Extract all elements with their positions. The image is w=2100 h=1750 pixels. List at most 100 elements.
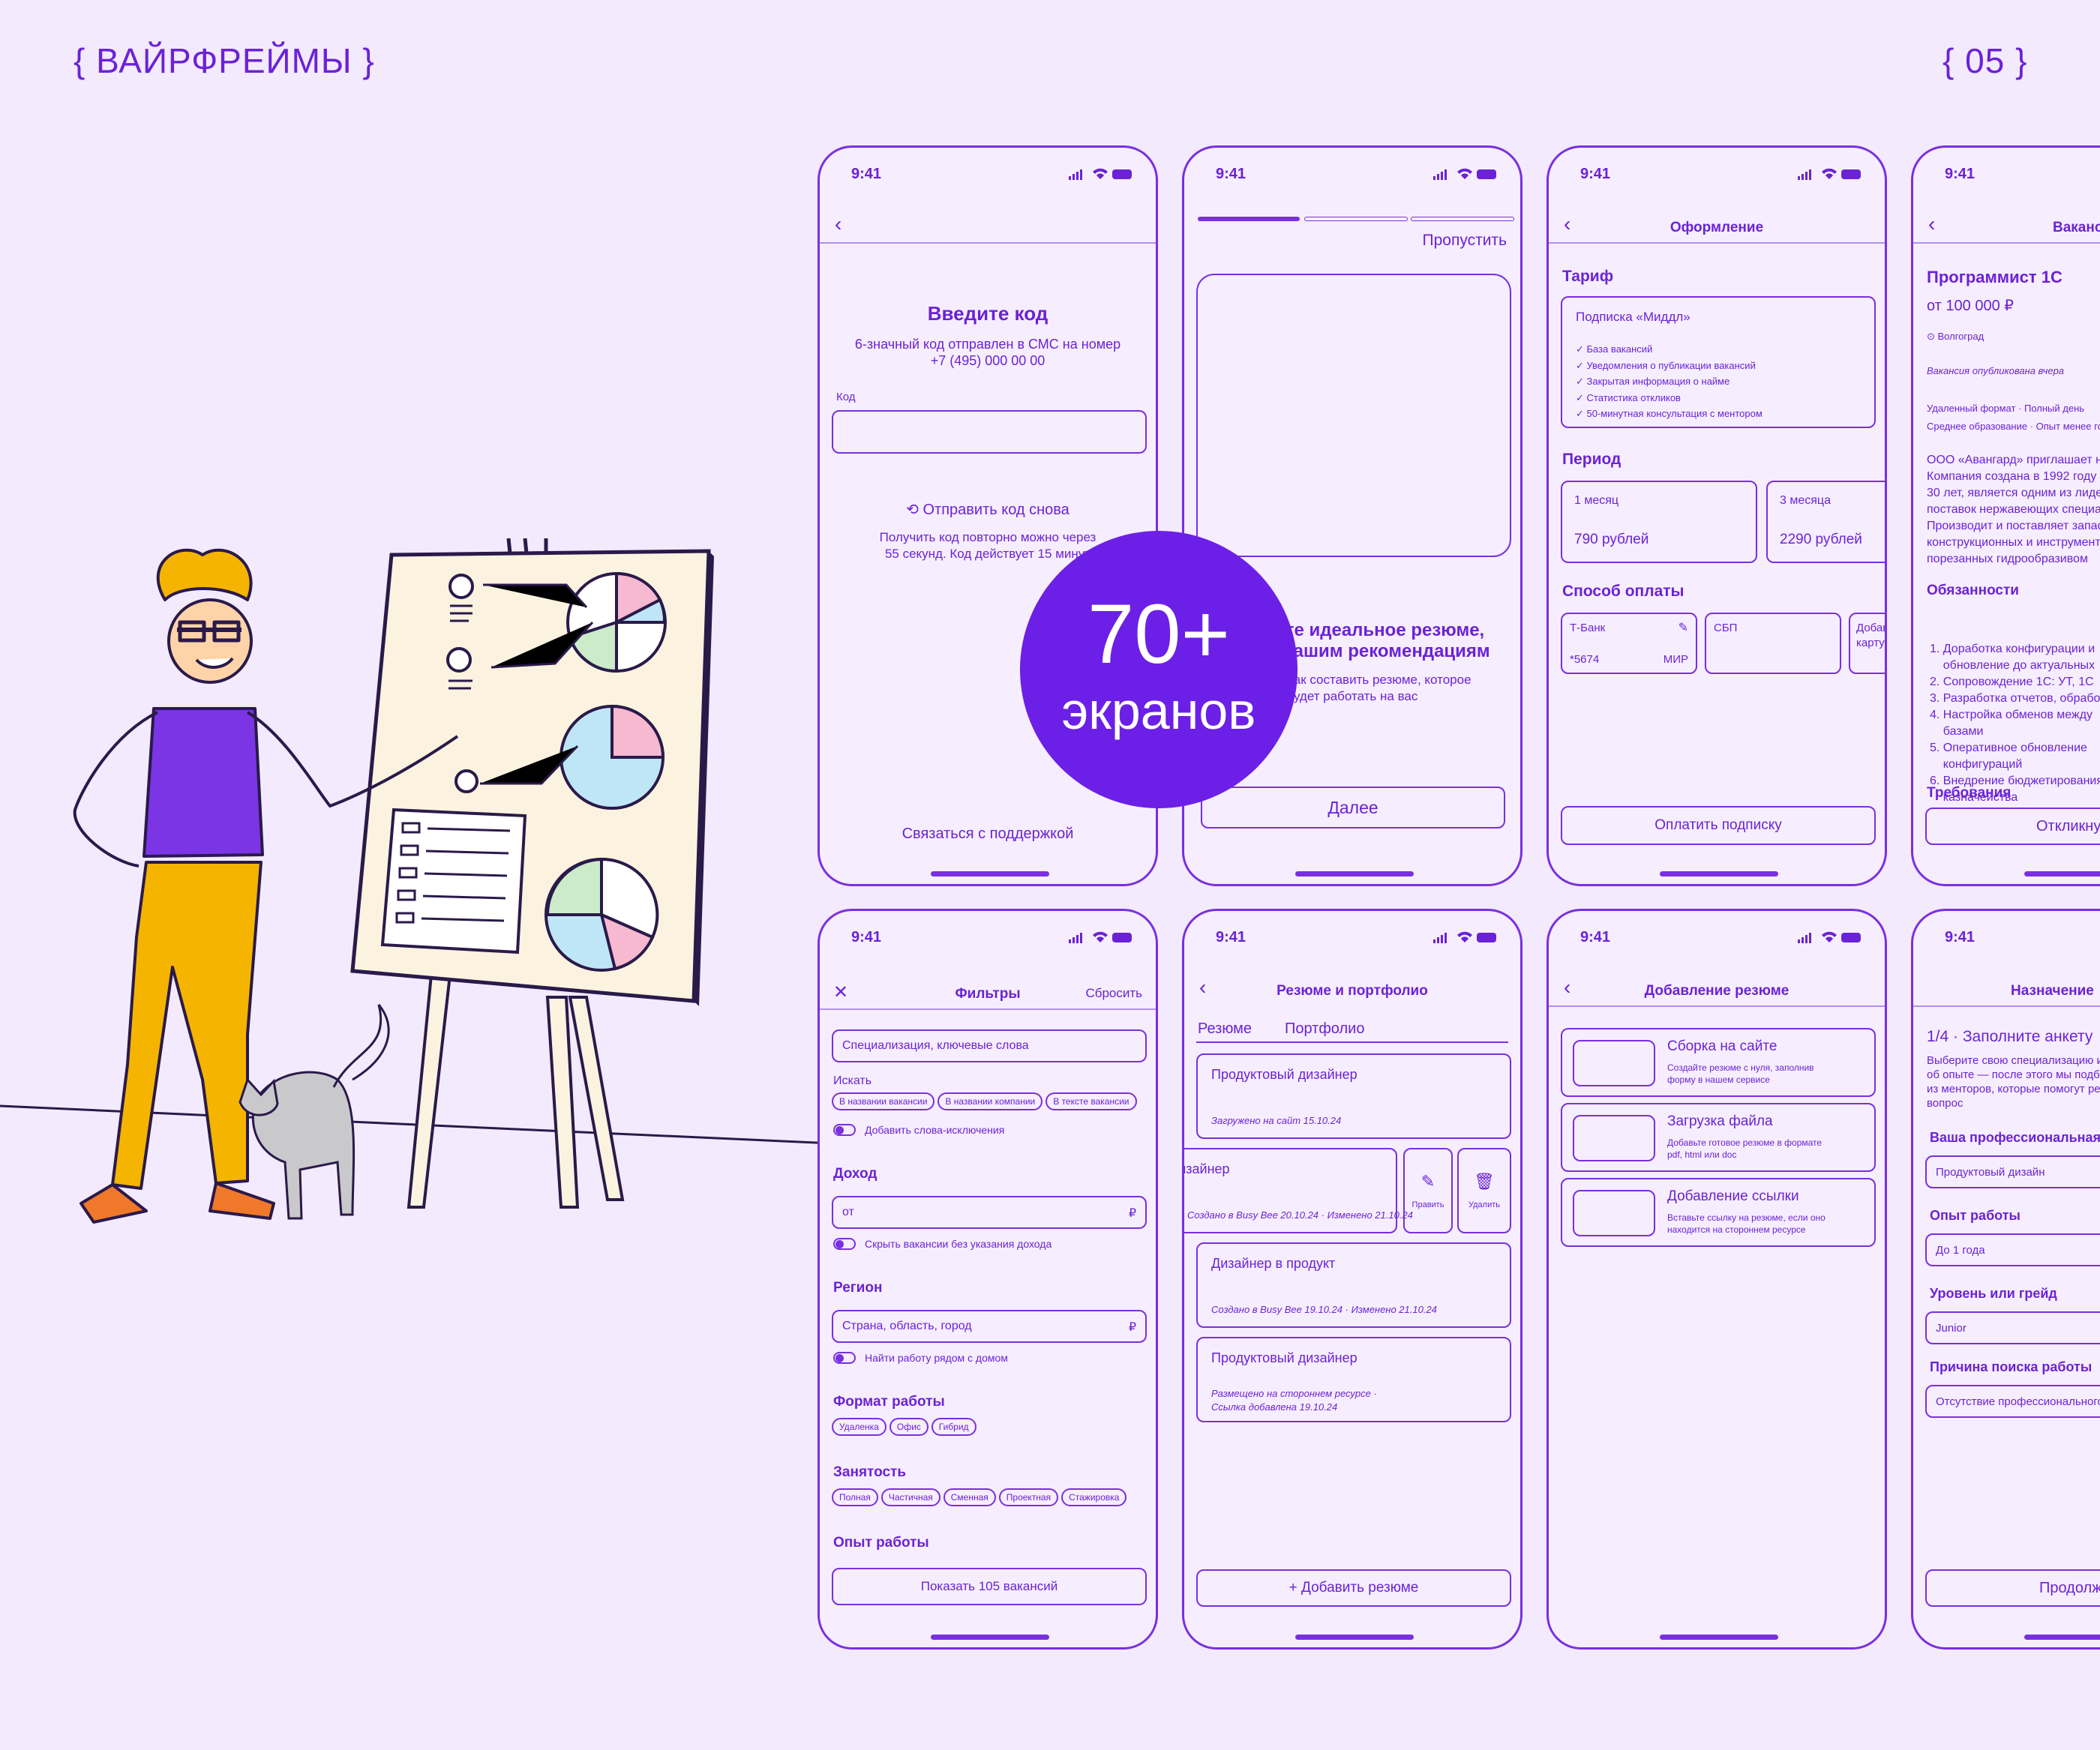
chip[interactable]: Стажировка bbox=[1061, 1488, 1127, 1506]
chip[interactable]: Проектная bbox=[998, 1488, 1059, 1506]
option-file-upload[interactable]: Загрузка файла Добавьте готовое резюме в… bbox=[1561, 1103, 1876, 1172]
chip[interactable]: Частичная bbox=[880, 1488, 940, 1506]
phone-vacancy: 9:41 ‹ Вакансия Программист 1С от 100 000… bbox=[1911, 145, 2100, 886]
exclude-toggle[interactable] bbox=[833, 1124, 856, 1136]
feature-item: ✓ 50-минутная консультация с ментором bbox=[1576, 408, 1762, 419]
show-results-button[interactable]: Показать 105 вакансий bbox=[832, 1568, 1147, 1605]
pay-button[interactable]: Оплатить подписку bbox=[1561, 806, 1876, 845]
screen-title: Оформление bbox=[1670, 220, 1764, 235]
back-icon[interactable]: ‹ bbox=[835, 212, 842, 235]
chip[interactable]: В тексте вакансии bbox=[1046, 1092, 1137, 1110]
history-icon: ⟲ bbox=[906, 502, 923, 518]
home-indicator bbox=[2024, 1635, 2100, 1640]
period-price: 2290 рублей bbox=[1780, 532, 1862, 547]
support-link[interactable]: Связаться с поддержкой bbox=[902, 826, 1074, 842]
phone-checkout: 9:41 ‹ Оформление Тариф Подписка «Миддл» … bbox=[1546, 145, 1887, 886]
apply-button[interactable]: Откликнуться bbox=[1925, 808, 2100, 845]
resume-name: Продуктовый дизайнер bbox=[1211, 1067, 1358, 1082]
resend-note-1: Получить код повторно можно через bbox=[879, 530, 1096, 544]
option-name: Сборка на сайте bbox=[1667, 1038, 1778, 1054]
chip[interactable]: В названии вакансии bbox=[832, 1092, 935, 1110]
chip[interactable]: Офис bbox=[889, 1418, 928, 1436]
region-input[interactable]: Страна, область, город ₽ bbox=[832, 1310, 1147, 1343]
resume-name: Продуктовый дизайнер bbox=[1211, 1350, 1358, 1365]
chip[interactable]: Полная bbox=[832, 1488, 878, 1506]
chip[interactable]: Сменная bbox=[943, 1488, 996, 1506]
pencil-icon[interactable]: ✎ bbox=[1678, 622, 1688, 634]
edit-button[interactable]: ✎ Править bbox=[1403, 1148, 1453, 1233]
hide-no-income-toggle[interactable] bbox=[833, 1238, 856, 1250]
resume-card[interactable]: Дизайнер в продукт Создано в Busy Bee 19… bbox=[1196, 1242, 1511, 1328]
resume-card-swiped[interactable]: Дизайнер Создано в Busy Bee 20.10.24 · И… bbox=[1184, 1148, 1413, 1233]
income-input[interactable]: от ₽ bbox=[832, 1196, 1147, 1229]
tab-portfolio[interactable]: Портфолио bbox=[1285, 1020, 1365, 1037]
card-sbp[interactable]: СБП bbox=[1705, 613, 1841, 674]
plan-features: ✓ База вакансий ✓ Уведомления о публикац… bbox=[1576, 341, 1762, 422]
card-tbank[interactable]: Т-Банк ✎ *5674 МИР bbox=[1561, 613, 1697, 674]
back-icon[interactable]: ‹ bbox=[1199, 975, 1207, 999]
back-icon[interactable]: ‹ bbox=[1564, 212, 1571, 235]
reset-link[interactable]: Сбросить bbox=[1085, 986, 1142, 1000]
phone-assignment: 9:41 Назначение 1/4 · Заполните анкету В… bbox=[1911, 909, 2100, 1650]
back-icon[interactable]: ‹ bbox=[1928, 212, 1936, 235]
exclude-label: Добавить слова-исключения bbox=[865, 1124, 1005, 1136]
prof-select[interactable]: Продуктовый дизайн bbox=[1925, 1155, 2100, 1188]
option-name: Загрузка файла bbox=[1667, 1113, 1773, 1129]
card-number: *5674 bbox=[1570, 653, 1600, 666]
location-icon: ⊙ bbox=[1927, 331, 1938, 342]
plan-card[interactable]: Подписка «Миддл» ✓ База вакансий ✓ Уведо… bbox=[1561, 296, 1876, 428]
back-icon[interactable]: ‹ bbox=[1564, 975, 1571, 999]
search-input[interactable]: Специализация, ключевые слова bbox=[832, 1029, 1147, 1062]
chip[interactable]: Удаленка bbox=[832, 1418, 886, 1436]
home-indicator bbox=[1660, 871, 1778, 876]
vacancy-name: Программист 1С bbox=[1927, 268, 2062, 286]
level-select[interactable]: Junior bbox=[1925, 1311, 2100, 1344]
option-desc: находится на стороннем ресурсе bbox=[1667, 1224, 1806, 1235]
continue-button[interactable]: Продолжить bbox=[1925, 1569, 2100, 1607]
vacancy-about: ООО «Авангард» приглашает на работу.Комп… bbox=[1927, 454, 2100, 565]
status-icons bbox=[1798, 168, 1861, 180]
resume-card[interactable]: Продуктовый дизайнер Размещено на сторон… bbox=[1196, 1337, 1511, 1422]
experience-select[interactable]: До 1 года bbox=[1925, 1233, 2100, 1266]
delete-button[interactable]: 🗑 Удалить bbox=[1457, 1148, 1511, 1233]
code-input[interactable] bbox=[832, 410, 1147, 454]
pencil-icon: ✎ bbox=[1420, 1172, 1436, 1191]
progress-step-3 bbox=[1411, 217, 1514, 221]
code-subtitle: 6-значный код отправлен в СМС на номер bbox=[854, 337, 1121, 352]
chip[interactable]: В названии компании bbox=[938, 1092, 1043, 1110]
add-card[interactable]: Добавить карту bbox=[1849, 613, 1885, 674]
employment-chips: Полная Частичная Сменная Проектная Стажировк… bbox=[832, 1488, 1130, 1506]
resume-meta: Размещено на стороннем ресурсе · bbox=[1211, 1388, 1377, 1399]
ruble-icon: ₽ bbox=[1128, 1207, 1136, 1220]
add-resume-button[interactable]: + Добавить резюме bbox=[1196, 1569, 1511, 1607]
screen-title: Вакансия bbox=[2053, 220, 2100, 235]
screen-title: Назначение bbox=[2011, 983, 2094, 999]
option-site-builder[interactable]: Сборка на сайте Создайте резюме с нуля, … bbox=[1561, 1028, 1876, 1097]
vacancy-salary: от 100 000 ₽ bbox=[1927, 298, 2014, 314]
reason-select[interactable]: Отсутствие профессионального роста bbox=[1925, 1385, 2100, 1418]
chip[interactable]: Гибрид bbox=[931, 1418, 976, 1436]
option-link[interactable]: Добавление ссылки Вставьте ссылку на рез… bbox=[1561, 1178, 1876, 1247]
level-label: Уровень или грейд bbox=[1930, 1286, 2057, 1301]
period-option-1[interactable]: 1 месяц 790 рублей bbox=[1561, 481, 1757, 563]
next-button[interactable]: Далее bbox=[1201, 787, 1505, 829]
resume-card[interactable]: Продуктовый дизайнер Загружено на сайт 1… bbox=[1196, 1053, 1511, 1139]
skip-link[interactable]: Пропустить bbox=[1422, 232, 1508, 249]
close-icon[interactable]: ✕ bbox=[833, 982, 849, 1002]
onboarding-image-placeholder bbox=[1196, 274, 1511, 557]
format-heading: Формат работы bbox=[833, 1394, 945, 1410]
tariff-heading: Тариф bbox=[1562, 268, 1614, 285]
delete-label: Удалить bbox=[1468, 1200, 1500, 1209]
resend-button[interactable]: ⟲ Отправить код снова bbox=[820, 500, 1156, 519]
trash-icon: 🗑 bbox=[1474, 1172, 1495, 1191]
tab-resume[interactable]: Резюме bbox=[1198, 1020, 1252, 1037]
screen-title: Фильтры bbox=[955, 986, 1021, 1002]
card-bank: Т-Банк bbox=[1570, 622, 1606, 634]
near-home-toggle[interactable] bbox=[833, 1352, 856, 1364]
phone-add-resume: 9:41 ‹ Добавление резюме Сборка на сайте … bbox=[1546, 909, 1887, 1650]
period-label: 3 месяца bbox=[1780, 494, 1831, 507]
payment-heading: Способ оплаты bbox=[1562, 583, 1684, 600]
hide-no-income-label: Скрыть вакансии без указания дохода bbox=[865, 1238, 1052, 1250]
page-number: { 05 } bbox=[1942, 41, 2028, 80]
period-option-2[interactable]: 3 месяца 2290 рублей bbox=[1766, 481, 1885, 563]
